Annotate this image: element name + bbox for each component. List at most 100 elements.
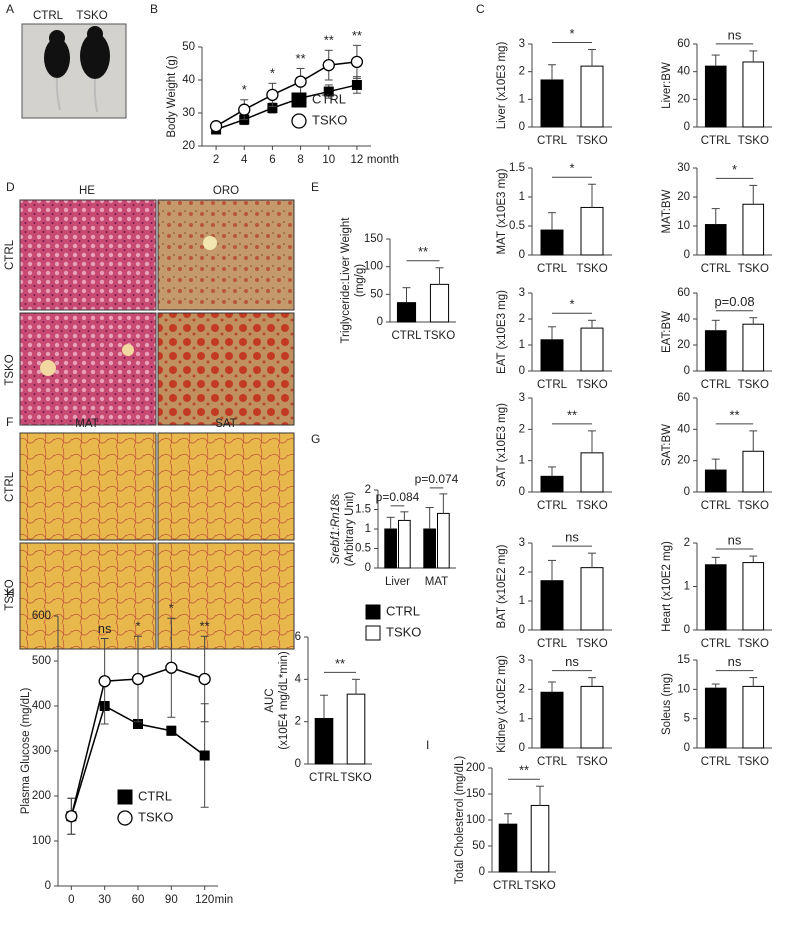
y-tick-label: 0 (519, 624, 525, 636)
y-tick-label: 30 (677, 162, 690, 174)
x-tick-label: 6 (269, 154, 275, 166)
histology-images (19, 199, 295, 426)
y-tick-label: 40 (677, 423, 690, 435)
panel-letter: E (311, 180, 319, 194)
x-tick-label: MAT (425, 576, 448, 588)
x-tick-label: TSKO (576, 638, 607, 650)
image-label: TSKO (4, 354, 16, 385)
bar (742, 562, 765, 631)
y-tick-label: 1 (519, 595, 525, 607)
significance: * (270, 66, 275, 81)
significance: ns (728, 27, 742, 42)
y-tick-label: 6 (295, 631, 301, 643)
marker (323, 86, 334, 97)
y-axis-label: (mg/g) (354, 264, 366, 297)
y-tick-label: 2 (684, 537, 690, 549)
bar (580, 452, 604, 493)
panel-letter: F (6, 415, 13, 429)
y-tick-label: 20 (677, 455, 690, 467)
x-tick-label: CTRL (537, 756, 568, 768)
x-tick-label: TSKO (738, 135, 769, 147)
significance: p=0.08 (714, 294, 754, 309)
y-tick-label: 2 (519, 683, 525, 695)
bar (540, 339, 564, 372)
y-axis-label: Plasma Glucose (mg/dL) (20, 688, 32, 815)
marker (209, 120, 223, 133)
x-tick-label: TSKO (576, 500, 607, 512)
marker (166, 725, 177, 736)
significance: * (732, 162, 737, 177)
x-tick-label: TSKO (340, 772, 371, 784)
legend-marker (117, 810, 133, 826)
x-tick-label: 0 (68, 894, 74, 906)
x-tick-label: CTRL (701, 638, 732, 650)
marker (351, 79, 362, 90)
y-tick-label: 2 (519, 566, 525, 578)
y-axis-label: SAT (x10E3 mg) (496, 403, 508, 487)
y-tick-label: 40 (677, 313, 690, 325)
y-tick-label: 1 (519, 93, 525, 105)
significance: * (242, 82, 247, 97)
legend-marker (365, 604, 381, 620)
significance: ** (200, 619, 210, 634)
y-axis-label: (x10E4 mg/dL*min) (278, 651, 290, 750)
bar (530, 804, 550, 873)
bar (580, 65, 604, 128)
y-tick-label: 2 (365, 484, 371, 496)
bar (540, 79, 564, 128)
x-tick-label: TSKO (524, 880, 555, 892)
x-tick-label: CTRL (537, 379, 568, 391)
y-tick-label: 0 (684, 121, 690, 133)
image-label: SAT (215, 418, 237, 430)
y-tick-label: 1 (519, 191, 525, 203)
x-tick-label: TSKO (738, 756, 769, 768)
significance: ** (296, 51, 306, 66)
y-tick-label: 20 (677, 191, 690, 203)
y-axis-label: Liver:BW (661, 62, 673, 109)
x-tick-label: Liver (385, 576, 410, 588)
x-tick-label: 30 (98, 894, 111, 906)
image-label: MAT (75, 418, 98, 430)
image-label: ORO (213, 185, 239, 197)
y-tick-label: 20 (182, 140, 195, 152)
y-tick-label: 60 (677, 38, 690, 50)
bar (704, 469, 727, 493)
significance: * (169, 601, 174, 616)
y-axis-label: Total Cholesterol (mg/dL) (454, 756, 466, 885)
significance: * (569, 297, 574, 312)
y-tick-label: 0 (684, 249, 690, 261)
bar (580, 567, 604, 631)
y-tick-label: 0 (684, 365, 690, 377)
y-tick-label: 1 (519, 455, 525, 467)
y-tick-label: 1 (519, 713, 525, 725)
bar (742, 323, 765, 372)
significance: ** (567, 407, 577, 422)
bar (704, 564, 727, 631)
y-tick-label: 0 (519, 486, 525, 498)
significance: ** (324, 33, 334, 48)
y-tick-label: 0 (377, 316, 383, 328)
x-tick-label: 4 (241, 154, 248, 166)
x-tick-label: 12 (351, 154, 364, 166)
significance: ** (519, 763, 529, 778)
y-axis-label: EAT (x10E3 mg) (496, 290, 508, 374)
x-tick-label: CTRL (537, 135, 568, 147)
x-tick-label: 10 (322, 154, 335, 166)
x-tick-label: 90 (165, 894, 178, 906)
marker (131, 672, 145, 686)
bar (314, 717, 334, 765)
significance: p=0.084 (376, 490, 420, 504)
y-axis-label: Body Weight (g) (166, 55, 178, 137)
bar (742, 61, 765, 128)
bar (580, 206, 604, 256)
image-label: HE (79, 185, 95, 197)
y-tick-label: 50 (182, 41, 195, 53)
bar (540, 229, 564, 256)
mouse-photo (21, 23, 127, 119)
bar (423, 528, 436, 569)
y-axis-label: Heart (x10E2 mg) (661, 541, 673, 632)
marker (322, 59, 335, 72)
x-axis-label: month (367, 154, 399, 166)
legend-marker (117, 789, 133, 805)
bar (704, 65, 727, 128)
